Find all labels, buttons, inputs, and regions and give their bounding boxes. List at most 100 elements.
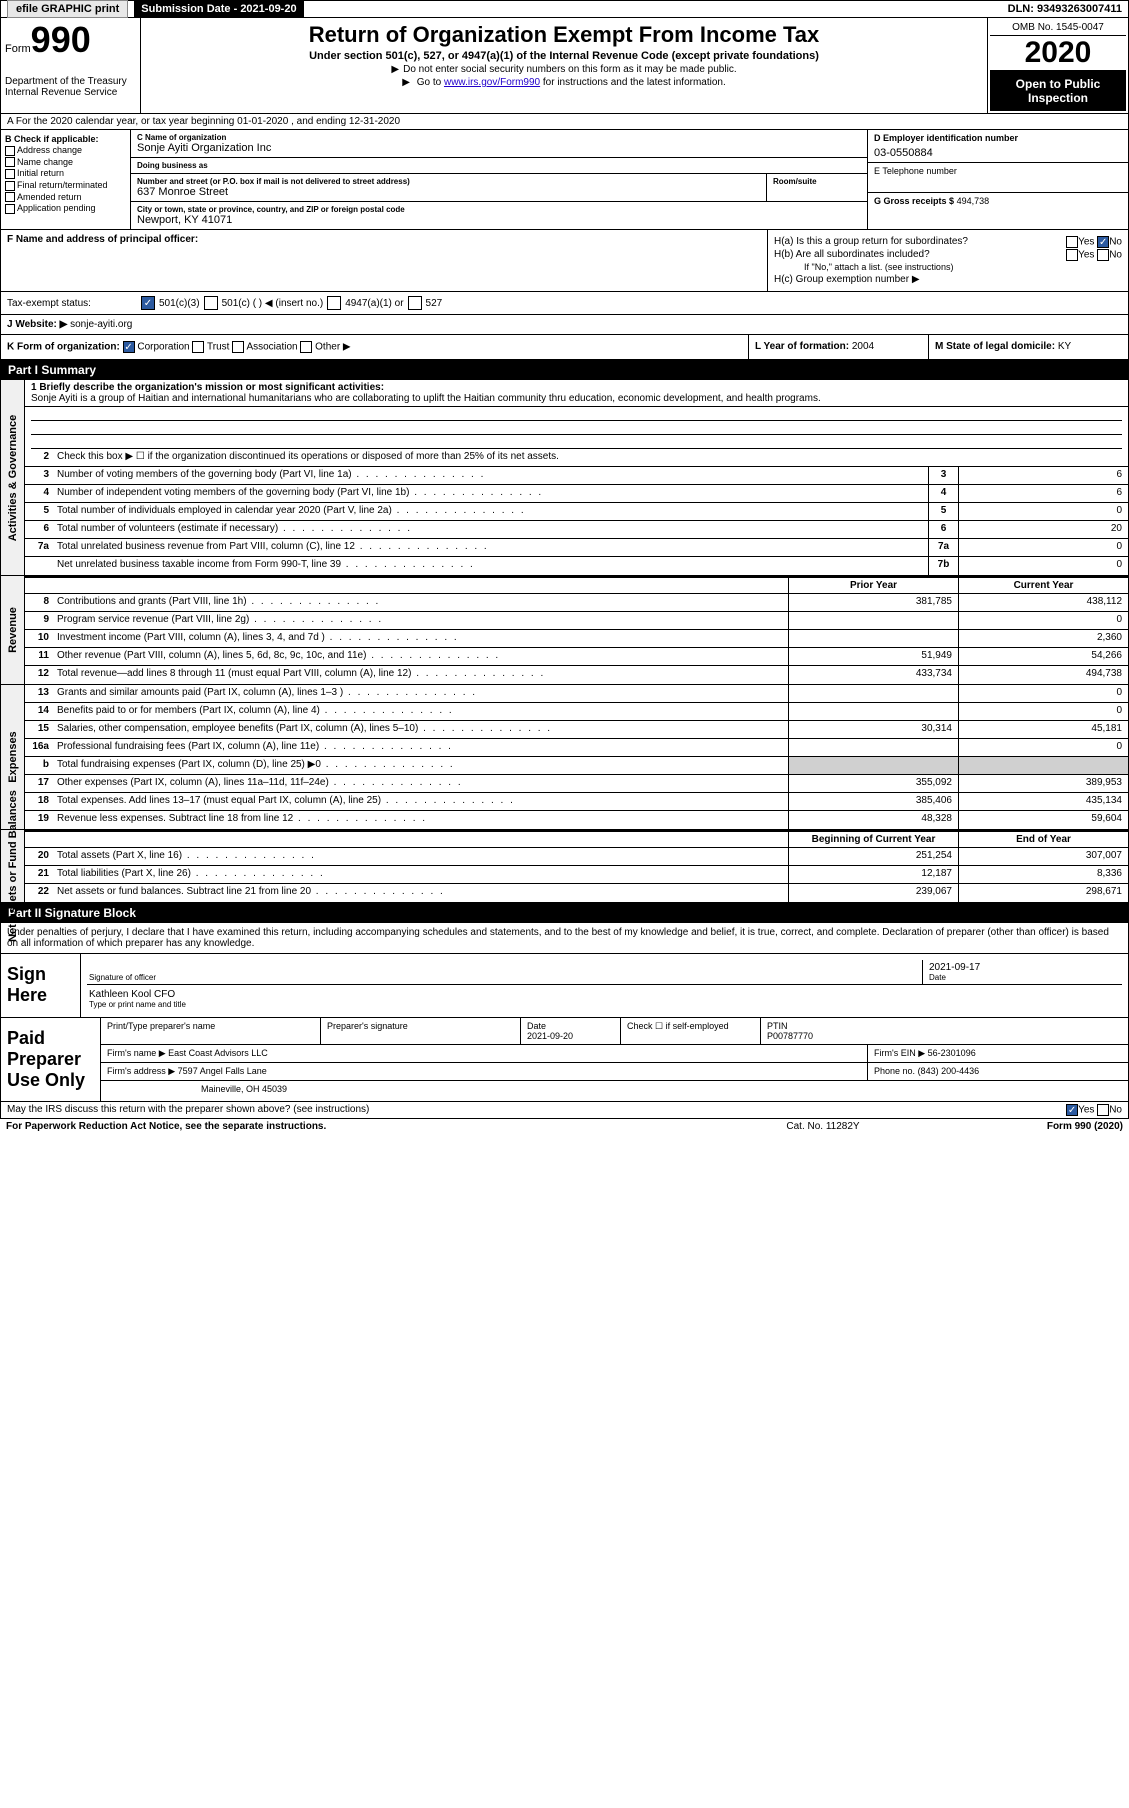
- city-label: City or town, state or province, country…: [137, 205, 861, 214]
- gross-value: 494,738: [957, 196, 990, 206]
- footer-line: For Paperwork Reduction Act Notice, see …: [0, 1119, 1129, 1134]
- data-row: 20Total assets (Part X, line 16)251,2543…: [25, 848, 1128, 866]
- ptin-label: PTIN: [767, 1021, 788, 1031]
- city-value: Newport, KY 41071: [137, 214, 861, 226]
- gross-receipts-row: G Gross receipts $ 494,738: [868, 193, 1128, 223]
- discuss-text: May the IRS discuss this return with the…: [7, 1104, 369, 1115]
- form-subtitle: Under section 501(c), 527, or 4947(a)(1)…: [149, 50, 979, 62]
- phone-label: Phone no.: [874, 1066, 915, 1076]
- ha-no[interactable]: [1097, 236, 1109, 248]
- opt-4947: 4947(a)(1) or: [345, 298, 403, 309]
- chk-corporation[interactable]: [123, 341, 135, 353]
- prep-name-label: Print/Type preparer's name: [101, 1018, 321, 1044]
- tax-status-row: Tax-exempt status: 501(c)(3) 501(c) ( ) …: [0, 292, 1129, 315]
- chk-name-change[interactable]: Name change: [5, 157, 126, 168]
- data-row: 14Benefits paid to or for members (Part …: [25, 703, 1128, 721]
- data-row: 12Total revenue—add lines 8 through 11 (…: [25, 666, 1128, 684]
- chk-association[interactable]: [232, 341, 244, 353]
- mission-row: 1 Briefly describe the organization's mi…: [25, 380, 1128, 407]
- chk-application-pending[interactable]: Application pending: [5, 203, 126, 214]
- discuss-row: May the IRS discuss this return with the…: [0, 1102, 1129, 1119]
- section-bcdeg: B Check if applicable: Address change Na…: [0, 130, 1129, 230]
- city-row: City or town, state or province, country…: [131, 202, 867, 229]
- row-a-tax-year: A For the 2020 calendar year, or tax yea…: [0, 114, 1129, 130]
- open-public: Open to Public Inspection: [990, 71, 1126, 111]
- net-header-row: Beginning of Current Year End of Year: [25, 830, 1128, 848]
- firm-addr2: Maineville, OH 45039: [101, 1081, 1128, 1097]
- chk-501c3[interactable]: [141, 296, 155, 310]
- vert-net: Net Assets or Fund Balances: [1, 830, 25, 902]
- ha-yes[interactable]: [1066, 236, 1078, 248]
- prep-self-label: Check ☐ if self-employed: [621, 1018, 761, 1044]
- discuss-yes[interactable]: [1066, 1104, 1078, 1116]
- chk-trust[interactable]: [192, 341, 204, 353]
- form-title: Return of Organization Exempt From Incom…: [149, 22, 979, 48]
- header-mid: Return of Organization Exempt From Incom…: [141, 18, 988, 113]
- ein-label: D Employer identification number: [874, 133, 1122, 143]
- chk-initial-return[interactable]: Initial return: [5, 168, 126, 179]
- chk-amended[interactable]: Amended return: [5, 192, 126, 203]
- ein-row: D Employer identification number 03-0550…: [868, 130, 1128, 163]
- telephone-row: E Telephone number: [868, 163, 1128, 193]
- tax-year: 2020: [990, 36, 1126, 71]
- chk-4947[interactable]: [327, 296, 341, 310]
- begin-year-header: Beginning of Current Year: [788, 832, 958, 847]
- vert-gov: Activities & Governance: [1, 380, 25, 575]
- firm-addr-row: Firm's address ▶ 7597 Angel Falls Lane P…: [101, 1063, 1128, 1081]
- firm-addr-label: Firm's address ▶: [107, 1066, 175, 1076]
- data-row: 21Total liabilities (Part X, line 26)12,…: [25, 866, 1128, 884]
- ptin-value: P00787770: [767, 1031, 813, 1041]
- col-deg: D Employer identification number 03-0550…: [868, 130, 1128, 229]
- col-f: F Name and address of principal officer:: [1, 230, 768, 291]
- part2-header: Part II Signature Block: [0, 903, 1129, 923]
- discuss-no[interactable]: [1097, 1104, 1109, 1116]
- chk-other[interactable]: [300, 341, 312, 353]
- blank-line-2: [31, 421, 1122, 435]
- header-right: OMB No. 1545-0047 2020 Open to Public In…: [988, 18, 1128, 113]
- instructions-link[interactable]: www.irs.gov/Form990: [444, 77, 540, 88]
- data-row: 8Contributions and grants (Part VIII, li…: [25, 594, 1128, 612]
- note2-post: for instructions and the latest informat…: [540, 77, 726, 88]
- blank-line-3: [31, 435, 1122, 449]
- cat-number: Cat. No. 11282Y: [723, 1121, 923, 1132]
- chk-final-return[interactable]: Final return/terminated: [5, 180, 126, 191]
- omb-number: OMB No. 1545-0047: [990, 20, 1126, 36]
- prep-date-label: Date: [527, 1021, 546, 1031]
- sign-here-row: Sign Here Signature of officer 2021-09-1…: [1, 953, 1128, 1017]
- signature-block: Under penalties of perjury, I declare th…: [0, 923, 1129, 1102]
- efile-print-button[interactable]: efile GRAPHIC print: [1, 1, 135, 17]
- form-header: Form990 Department of the Treasury Inter…: [0, 18, 1129, 114]
- dept-treasury: Department of the Treasury Internal Reve…: [5, 76, 136, 98]
- sign-here-label: Sign Here: [1, 954, 81, 1017]
- telephone-label: E Telephone number: [874, 166, 1122, 176]
- tax-status-label: Tax-exempt status:: [7, 298, 137, 309]
- section-fh: F Name and address of principal officer:…: [0, 230, 1129, 292]
- firm-addr1: 7597 Angel Falls Lane: [178, 1066, 267, 1076]
- hb-yes[interactable]: [1066, 249, 1078, 261]
- firm-name-label: Firm's name ▶: [107, 1048, 166, 1058]
- street-cell: Number and street (or P.O. box if mail i…: [131, 174, 767, 201]
- opt-527: 527: [426, 298, 443, 309]
- room-label: Room/suite: [773, 177, 861, 186]
- note-ssn: Do not enter social security numbers on …: [149, 64, 979, 75]
- paid-preparer-label: Paid Preparer Use Only: [1, 1018, 101, 1101]
- principal-officer-label: F Name and address of principal officer:: [7, 234, 761, 245]
- form-number: 990: [31, 19, 91, 60]
- top-bar: efile GRAPHIC print Submission Date - 20…: [0, 0, 1129, 18]
- chk-501c[interactable]: [204, 296, 218, 310]
- gross-label: G Gross receipts $: [874, 196, 954, 206]
- gov-row: Net unrelated business taxable income fr…: [25, 557, 1128, 575]
- submission-date: Submission Date - 2021-09-20: [135, 1, 303, 17]
- officer-sig-cell: Signature of officer: [87, 960, 922, 984]
- gov-row: 6Total number of volunteers (estimate if…: [25, 521, 1128, 539]
- preparer-row: Paid Preparer Use Only Print/Type prepar…: [1, 1017, 1128, 1101]
- data-row: bTotal fundraising expenses (Part IX, co…: [25, 757, 1128, 775]
- hb-row: H(b) Are all subordinates included? Yes …: [774, 249, 1122, 260]
- b-header: B Check if applicable:: [5, 134, 126, 144]
- hb-no[interactable]: [1097, 249, 1109, 261]
- firm-ein: 56-2301096: [928, 1048, 976, 1058]
- firm-ein-label: Firm's EIN ▶: [874, 1048, 925, 1058]
- org-name: Sonje Ayiti Organization Inc: [137, 142, 861, 154]
- chk-address-change[interactable]: Address change: [5, 145, 126, 156]
- chk-527[interactable]: [408, 296, 422, 310]
